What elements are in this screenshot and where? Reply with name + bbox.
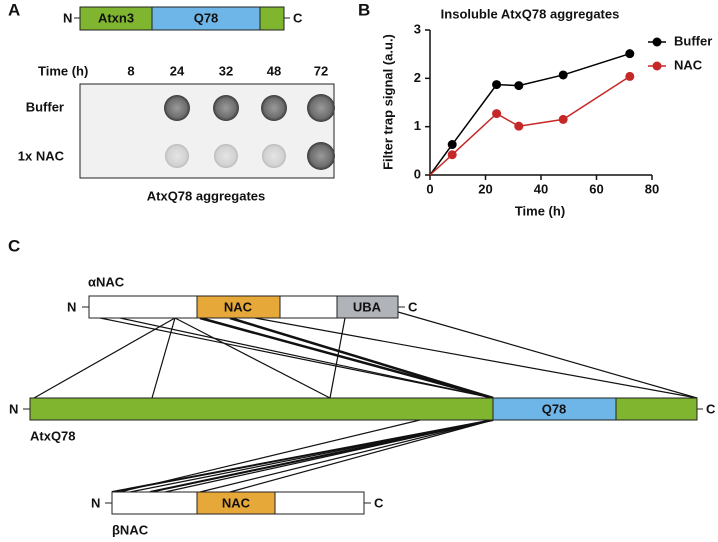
data-point [558, 114, 568, 124]
y-tick-label: 0 [414, 166, 421, 181]
dot [261, 95, 287, 121]
dot [307, 94, 335, 122]
series-line [429, 75, 631, 176]
c-terminus: C [374, 495, 384, 510]
domain-label: NAC [222, 495, 251, 510]
row-label: 1x NAC [18, 148, 65, 163]
n-terminus: N [9, 401, 18, 416]
data-point [625, 71, 635, 81]
y-tick-label: 3 [414, 21, 421, 36]
data-point [492, 80, 502, 90]
x-tick-label: 60 [589, 181, 603, 196]
domain-label: Q78 [542, 401, 567, 416]
legend-label: NAC [674, 57, 703, 72]
time: 48 [267, 63, 281, 78]
legend-label: Buffer [674, 33, 712, 48]
dot [214, 144, 238, 168]
c-terminus: C [293, 10, 303, 25]
c-terminus: C [408, 299, 418, 314]
x-tick-label: 40 [534, 181, 548, 196]
nac-domain [196, 491, 276, 515]
atx-bar [29, 397, 494, 421]
x-axis-label: Time (h) [515, 203, 565, 218]
atx-tail [615, 397, 698, 421]
domain-label: Q78 [194, 10, 219, 25]
row-label: Buffer [26, 99, 64, 114]
chart: 0 20 40 60 80 0 1 2 3 Buffer NAC [414, 21, 713, 196]
dot [307, 142, 335, 170]
data-point [514, 81, 524, 91]
time: 8 [127, 63, 134, 78]
y-tick-label: 2 [414, 70, 421, 85]
domain-label: Atxn3 [98, 10, 134, 25]
dot [262, 144, 286, 168]
x-tick-label: 0 [426, 181, 433, 196]
domain-label: NAC [224, 299, 253, 314]
protein-name: βNAC [112, 522, 149, 537]
y-axis-label: Filter trap signal (a.u.) [380, 34, 395, 170]
protein-name: AtxQ78 [30, 428, 76, 443]
panel-label: A [8, 0, 20, 19]
time: 72 [314, 63, 328, 78]
x-tick-label: 80 [645, 181, 659, 196]
protein-name: αNAC [88, 274, 125, 289]
data-point [447, 150, 457, 160]
dot [165, 144, 189, 168]
domain-label: UBA [353, 299, 382, 314]
data-point [447, 140, 457, 150]
n-terminus: N [91, 495, 100, 510]
atxn3-tail [259, 6, 285, 31]
dot [213, 95, 239, 121]
series-line [429, 52, 631, 176]
data-point [625, 49, 635, 59]
data-point [514, 121, 524, 131]
blot [79, 83, 335, 179]
y-tick-label: 1 [414, 118, 421, 133]
n-terminus: N [63, 10, 72, 25]
time: 32 [219, 63, 233, 78]
dot [164, 95, 190, 121]
data-point [558, 70, 568, 80]
crosslinks [33, 311, 698, 493]
panel-label: C [8, 236, 20, 255]
c-terminus: C [706, 401, 716, 416]
caption: AtxQ78 aggregates [147, 188, 266, 203]
x-tick-label: 20 [478, 181, 492, 196]
n-terminus: N [67, 299, 76, 314]
data-point [492, 109, 502, 119]
time-label: Time (h) [38, 63, 88, 78]
chart-title: Insoluble AtxQ78 aggregates [441, 6, 620, 21]
panel-label: B [358, 0, 370, 19]
time: 24 [170, 63, 185, 78]
nac-domain [196, 295, 281, 319]
